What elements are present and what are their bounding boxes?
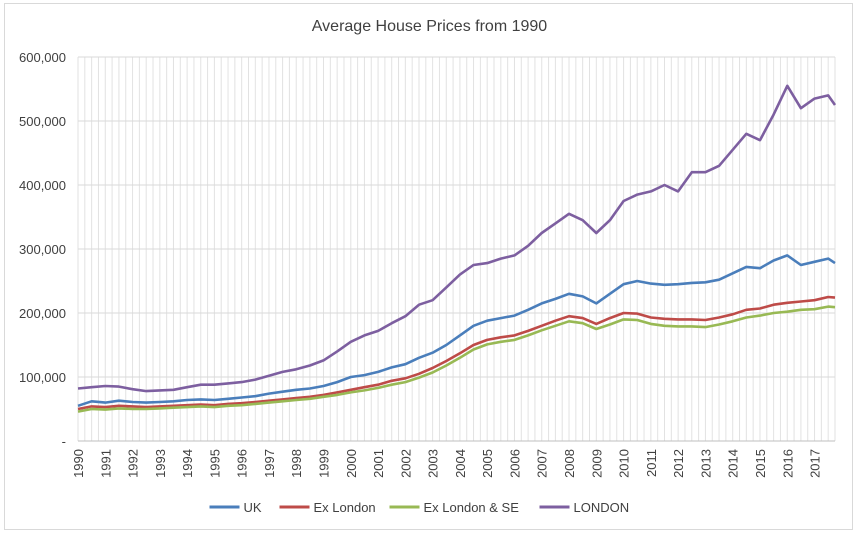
legend-label: UK bbox=[244, 500, 262, 515]
x-tick-label: 2012 bbox=[671, 449, 686, 478]
x-tick-label: 1992 bbox=[126, 449, 141, 478]
x-tick-label: 2003 bbox=[426, 449, 441, 478]
x-tick-label: 2002 bbox=[398, 449, 413, 478]
x-tick-label: 1996 bbox=[235, 449, 250, 478]
x-tick-label: 1991 bbox=[98, 449, 113, 478]
x-axis: 1990 1991 1992 1993 1994 1995 1996 1997 1998 1999… bbox=[71, 449, 823, 478]
chart-title: Average House Prices from 1990 bbox=[312, 18, 547, 35]
y-tick-label: 200,000 bbox=[19, 306, 66, 321]
x-tick-label: 2008 bbox=[562, 449, 577, 478]
y-tick-label: 100,000 bbox=[19, 370, 66, 385]
chart-frame bbox=[4, 3, 853, 530]
y-tick-label: 400,000 bbox=[19, 178, 66, 193]
x-tick-label: 1990 bbox=[71, 449, 86, 478]
x-tick-label: 2007 bbox=[535, 449, 550, 478]
series-line-uk bbox=[77, 254, 836, 408]
x-tick-label: 1997 bbox=[262, 449, 277, 478]
x-tick-label: 2004 bbox=[453, 449, 468, 478]
x-tick-label: 2006 bbox=[507, 449, 522, 478]
x-tick-label: 2014 bbox=[726, 449, 741, 478]
x-tick-label: 2016 bbox=[780, 449, 795, 478]
y-tick-label: 500,000 bbox=[19, 114, 66, 129]
x-tick-label: 1995 bbox=[207, 449, 222, 478]
x-tick-label: 1999 bbox=[317, 449, 332, 478]
x-tick-label: 1998 bbox=[289, 449, 304, 478]
legend-label: Ex London & SE bbox=[424, 500, 520, 515]
y-tick-label: 300,000 bbox=[19, 242, 66, 257]
x-tick-label: 2001 bbox=[371, 449, 386, 478]
y-tick-label: 600,000 bbox=[19, 50, 66, 65]
series-line-ex-london-se bbox=[77, 305, 836, 413]
x-tick-label: 2005 bbox=[480, 449, 495, 478]
x-tick-label: 2013 bbox=[698, 449, 713, 478]
legend: UK Ex London Ex London & SE LONDON bbox=[209, 500, 630, 515]
x-tick-label: 2011 bbox=[644, 449, 659, 477]
x-tick-label: 2000 bbox=[344, 449, 359, 478]
series-lines bbox=[77, 84, 837, 413]
x-tick-label: 2010 bbox=[617, 449, 632, 478]
x-tick-label: 1993 bbox=[153, 449, 168, 478]
x-tick-label: 1994 bbox=[180, 449, 195, 478]
grid bbox=[77, 56, 836, 442]
legend-label: LONDON bbox=[574, 500, 630, 515]
y-tick-label: - bbox=[62, 434, 66, 449]
x-tick-label: 2009 bbox=[589, 449, 604, 478]
series-line-ex-london bbox=[77, 295, 836, 411]
x-tick-label: 2017 bbox=[808, 449, 823, 478]
y-axis: - 100,000 200,000 300,000 400,000 500,000 600,… bbox=[19, 50, 66, 449]
x-tick-label: 2015 bbox=[753, 449, 768, 478]
legend-label: Ex London bbox=[314, 500, 376, 515]
series-line-london bbox=[77, 84, 837, 393]
